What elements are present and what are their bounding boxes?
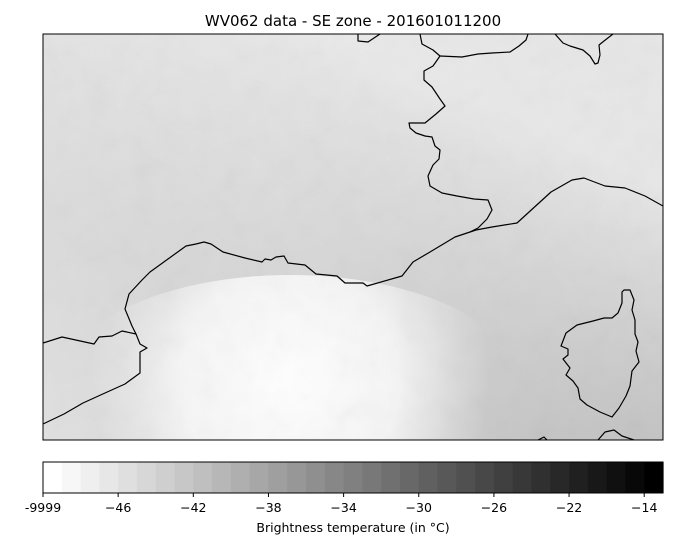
- colorbar-cell: [136, 462, 157, 493]
- colorbar-cell: [99, 462, 119, 493]
- map-frame: [42, 33, 664, 441]
- colorbar-cell: [587, 462, 608, 493]
- coastline-sardinia: [597, 429, 635, 440]
- colorbar-cell: [531, 462, 551, 493]
- colorbar-cell: [174, 462, 194, 493]
- colorbar-cell: [456, 462, 476, 493]
- coastline-north-border: [357, 34, 381, 43]
- colorbar-cell: [550, 462, 570, 493]
- colorbar-tick-label: −22: [556, 500, 582, 515]
- colorbar-tick-label: −30: [406, 500, 432, 515]
- colorbar-cell: [512, 462, 533, 493]
- coastline-alps-border: [408, 34, 493, 233]
- colorbar-tick-label: −34: [330, 500, 356, 515]
- colorbar-ticks: -9999 −46 −42 −38 −34 −30 −26 −22 −14: [25, 493, 657, 515]
- colorbar-frame: [42, 461, 664, 494]
- colorbar: -9999 −46 −42 −38 −34 −30 −26 −22 −14 Brightness…: [25, 461, 664, 535]
- colorbar-cell: [569, 462, 589, 493]
- colorbar-cell: [343, 462, 363, 493]
- colorbar-cell: [287, 462, 307, 493]
- coastlines: [43, 34, 663, 440]
- colorbar-cell: [475, 462, 495, 493]
- colorbar-cell: [493, 462, 514, 493]
- colorbar-tick-label: −26: [481, 500, 507, 515]
- colorbar-cell: [61, 462, 82, 493]
- coastline-north-east: [439, 34, 529, 58]
- colorbar-tick-label: −42: [180, 500, 206, 515]
- coastline-bottom-islet: [537, 436, 548, 440]
- chart-title: WV062 data - SE zone - 201601011200: [205, 12, 501, 30]
- colorbar-cell: [606, 462, 627, 493]
- colorbar-cell: [212, 462, 232, 493]
- colorbar-cell: [644, 462, 664, 493]
- colorbar-cell: [399, 462, 420, 493]
- colorbar-cell: [437, 462, 457, 493]
- satellite-image: [43, 34, 663, 440]
- colorbar-cells: [43, 462, 664, 493]
- colorbar-cell: [306, 462, 326, 493]
- colorbar-cell: [249, 462, 270, 493]
- colorbar-cell: [230, 462, 251, 493]
- colorbar-cell: [418, 462, 439, 493]
- colorbar-cell: [80, 462, 100, 493]
- colorbar-cell: [362, 462, 382, 493]
- image-texture: [43, 34, 663, 440]
- colorbar-cell: [625, 462, 645, 493]
- colorbar-tick-label: −14: [631, 500, 657, 515]
- coastline-north-far-east: [554, 34, 614, 65]
- colorbar-cell: [381, 462, 401, 493]
- coastline-mainland-west: [43, 177, 663, 345]
- colorbar-tick-label: −38: [255, 500, 281, 515]
- colorbar-cell: [268, 462, 288, 493]
- colorbar-cell: [118, 462, 138, 493]
- colorbar-cell: [324, 462, 345, 493]
- colorbar-tick-label: -9999: [25, 500, 61, 515]
- colorbar-cell: [193, 462, 213, 493]
- coastline-corsica: [560, 289, 640, 418]
- coastline-spain-east: [43, 333, 148, 425]
- colorbar-cell: [155, 462, 176, 493]
- colorbar-cell: [43, 462, 63, 493]
- colorbar-label: Brightness temperature (in °C): [256, 520, 449, 535]
- colorbar-tick-label: −46: [105, 500, 131, 515]
